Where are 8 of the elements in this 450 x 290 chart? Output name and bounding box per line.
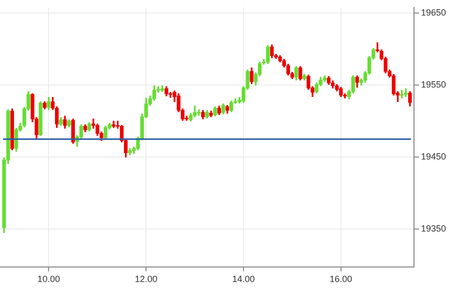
x-tick-label: 16.00 xyxy=(330,274,352,284)
y-tick-label: 19450 xyxy=(420,152,446,162)
y-tick-label: 19650 xyxy=(420,8,446,18)
x-tick-label: 14.00 xyxy=(232,274,255,284)
x-tick-label: 12.00 xyxy=(134,274,158,284)
x-tick-label: 10.00 xyxy=(37,274,60,284)
y-tick-label: 19550 xyxy=(420,80,446,90)
y-tick-label: 19350 xyxy=(420,224,446,234)
